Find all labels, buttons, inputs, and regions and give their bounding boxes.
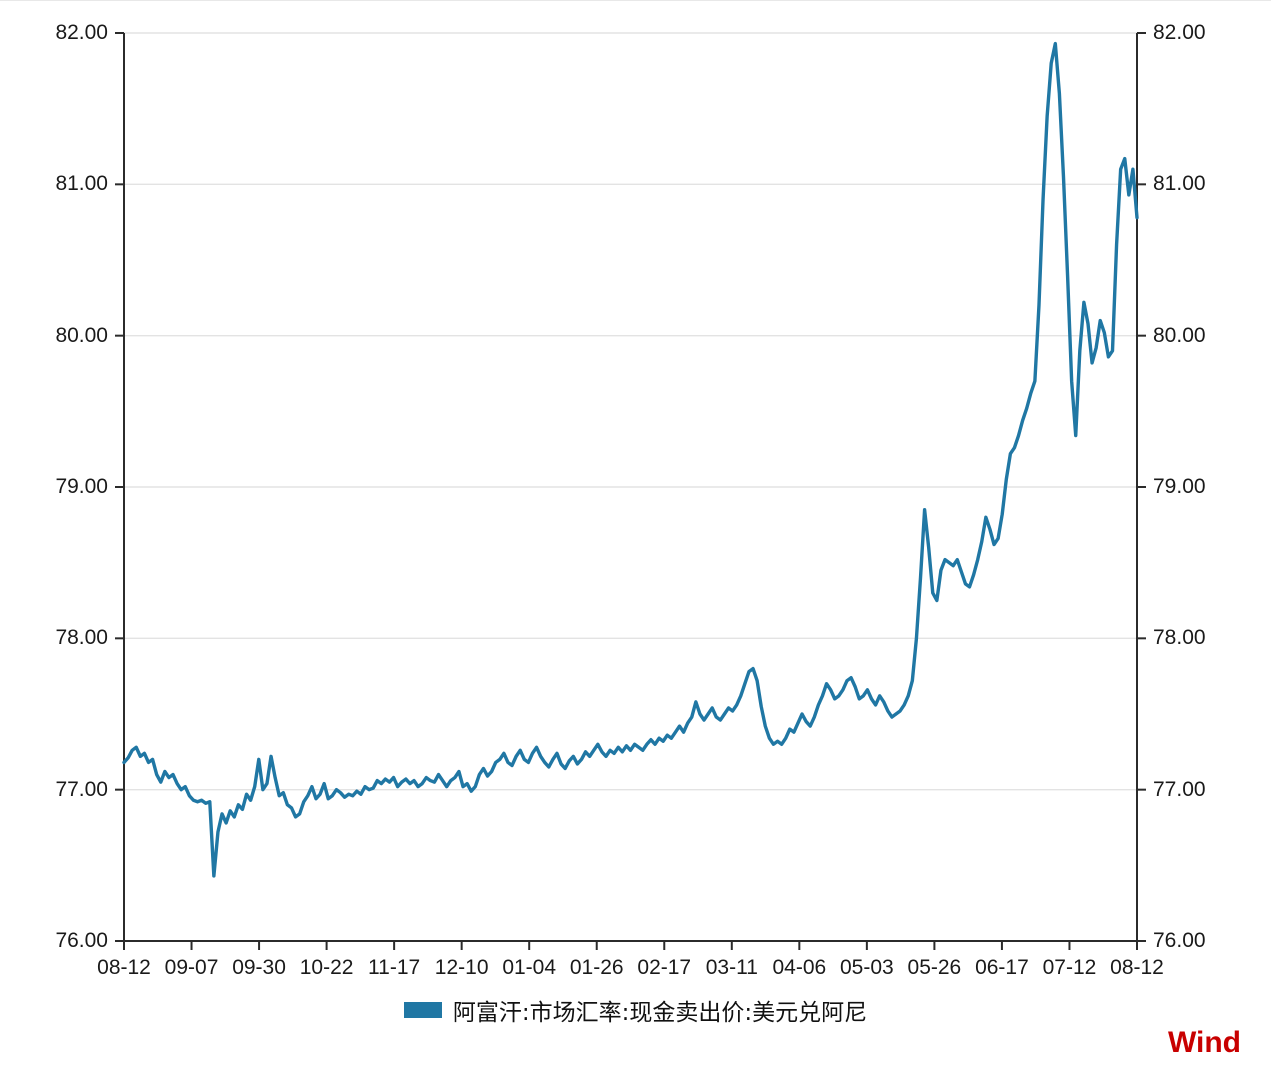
gridlines (124, 32, 1137, 791)
y-axis-left-tick-label: 79.00 (55, 475, 108, 498)
y-axis-right-ticks (1137, 32, 1146, 942)
x-axis-tick-label: 07-12 (1042, 956, 1097, 979)
x-axis-tick-label: 03-11 (705, 956, 758, 979)
x-axis-tick-label: 05-26 (907, 956, 962, 979)
y-axis-left-ticks (115, 32, 124, 942)
x-axis-tick-label: 02-17 (637, 956, 692, 979)
legend-series-label: 阿富汗:市场汇率:现金卖出价:美元兑阿尼 (452, 1000, 868, 1026)
x-axis-tick-label: 01-26 (569, 956, 624, 979)
y-axis-right-tick-label: 81.00 (1153, 172, 1206, 196)
x-axis-tick-label: 09-07 (164, 956, 219, 979)
x-axis-tick-label: 12-10 (434, 956, 489, 979)
x-axis-ticks (123, 941, 1138, 950)
top-divider (0, 0, 1271, 1)
y-axis-right-tick-label: 77.00 (1153, 777, 1206, 801)
y-axis-right-tick-label: 82.00 (1153, 21, 1206, 44)
y-axis-right-tick-label: 76.00 (1153, 929, 1206, 952)
x-axis-tick-label: 01-04 (502, 956, 557, 979)
y-axis-right-tick-label: 78.00 (1153, 626, 1206, 650)
x-axis-tick-label: 09-30 (232, 956, 286, 979)
wind-logo: Wind (1167, 1026, 1241, 1059)
y-axis-left-tick-label: 82.00 (55, 21, 108, 44)
x-axis-tick-label: 04-06 (772, 956, 827, 979)
x-axis-tick-label: 08-12 (97, 956, 151, 979)
chart-legend: 阿富汗:市场汇率:现金卖出价:美元兑阿尼 (0, 993, 1271, 1027)
y-axis-left-tick-label: 81.00 (55, 172, 108, 196)
y-axis-left-tick-label: 77.00 (55, 777, 108, 801)
x-axis-tick-label: 11-17 (368, 956, 421, 979)
y-axis-left-tick-label: 76.00 (55, 929, 108, 952)
x-axis-tick-label: 08-12 (1110, 956, 1164, 979)
x-axis-tick-label: 06-17 (975, 956, 1029, 979)
y-axis-right-tick-label: 79.00 (1153, 475, 1206, 498)
y-axis-right-tick-label: 80.00 (1153, 323, 1206, 347)
legend-color-swatch (403, 1002, 442, 1018)
data-series-line (122, 41, 1139, 878)
y-axis-left-tick-label: 78.00 (55, 626, 108, 650)
plot-area (115, 32, 1146, 950)
x-axis-tick-label: 05-03 (840, 956, 894, 979)
x-axis-tick-label: 10-22 (299, 956, 354, 979)
y-axis-left-tick-label: 80.00 (55, 323, 108, 347)
